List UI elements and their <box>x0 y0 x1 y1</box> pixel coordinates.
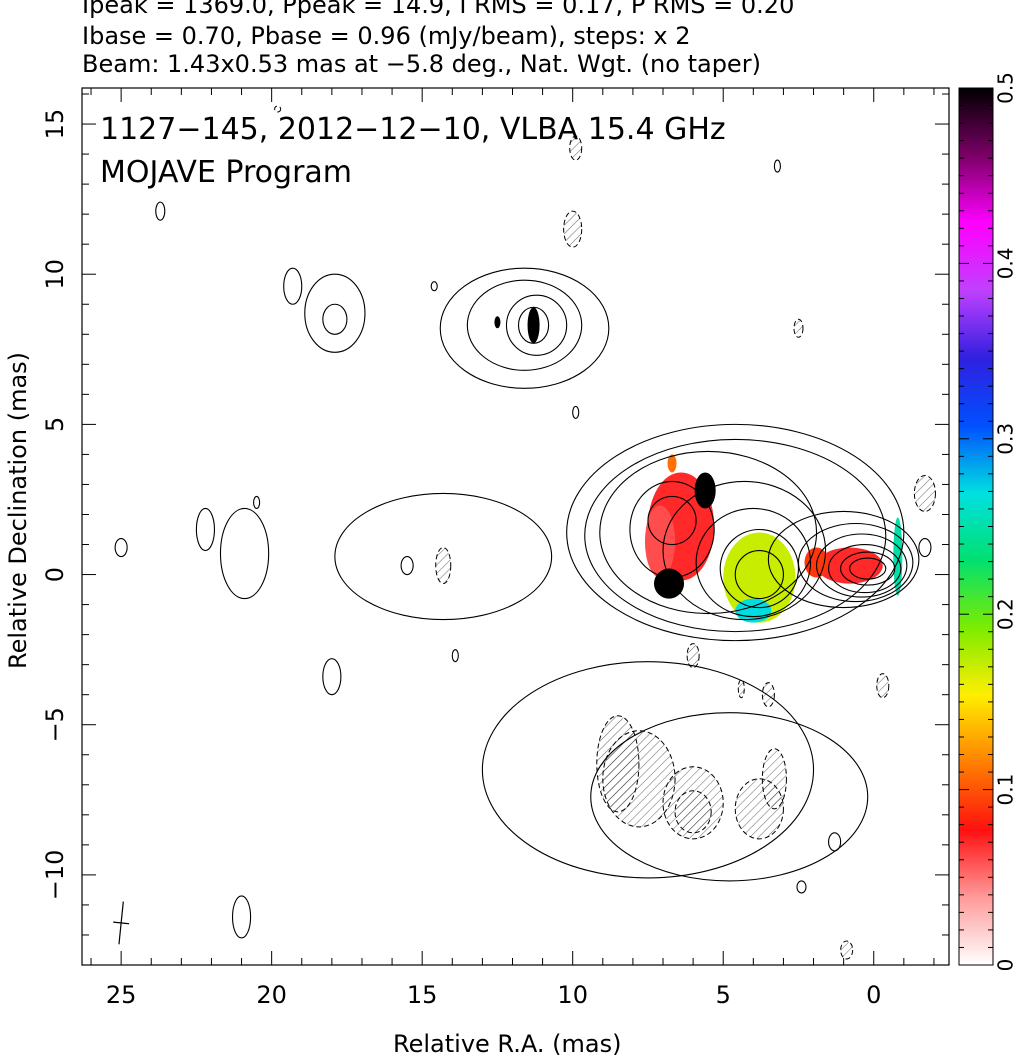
contour-line <box>590 712 869 882</box>
contour-line <box>566 423 905 642</box>
y-tick-label: 15 <box>41 109 69 140</box>
x-axis-label: Relative R.A. (mas) <box>393 1030 622 1058</box>
plot-frame <box>81 87 950 966</box>
negative-contour <box>840 940 854 960</box>
colorbar <box>958 87 994 966</box>
contour-line <box>815 533 908 598</box>
polarization-patch <box>653 568 685 599</box>
y-tick-label: 5 <box>41 417 69 432</box>
y-tick-label: 10 <box>41 259 69 290</box>
negative-contour <box>569 135 583 161</box>
contour-line <box>334 492 553 621</box>
contour-line <box>517 306 550 344</box>
contour-line <box>466 279 583 371</box>
map-subtitle: MOJAVE Program <box>100 155 353 190</box>
contour-line <box>219 507 270 600</box>
polarization-patch <box>667 454 677 473</box>
contour-line <box>481 661 815 879</box>
header-line-3: Beam: 1.43x0.53 mas at −5.8 deg., Nat. W… <box>82 50 761 78</box>
contour-line <box>662 480 827 621</box>
contour-line <box>439 267 610 389</box>
contour-line <box>584 438 887 633</box>
contour-line <box>796 880 807 894</box>
axis-ticks: 25 20 15 10 5 0 15 10 5 0 −5 −10 <box>41 88 949 1009</box>
contour-line <box>828 832 842 852</box>
x-tick-label: 0 <box>866 981 881 1009</box>
x-tick-label: 5 <box>716 981 731 1009</box>
contour-line <box>647 495 697 546</box>
negative-contour <box>761 748 787 810</box>
colorbar-tick-label: 0.5 <box>994 72 1018 104</box>
contour-line <box>734 549 784 600</box>
map-title: 1127−145, 2012−12−10, VLBA 15.4 GHz <box>100 112 726 147</box>
contour-line <box>572 405 580 419</box>
contour-line <box>155 201 166 221</box>
negative-contour <box>686 643 700 669</box>
contour-line <box>695 507 812 618</box>
contour-line <box>253 495 261 510</box>
negative-contour <box>793 318 804 338</box>
beam-cross <box>113 901 130 945</box>
negative-contour <box>876 673 890 699</box>
y-axis-label: Relative Declination (mas) <box>4 351 32 669</box>
polarization-patch <box>527 307 540 344</box>
colorbar-tick-label: 0.4 <box>994 247 1018 279</box>
contour-line <box>849 557 887 580</box>
y-tick-label: 0 <box>41 567 69 582</box>
colorbar-ticks: 0 0.1 0.2 0.3 0.4 0.5 <box>959 72 1018 971</box>
colorbar-tick-label: 0.2 <box>994 598 1018 630</box>
contour-line <box>231 895 252 939</box>
negative-contour <box>435 547 452 585</box>
x-tick-label: 25 <box>106 981 137 1009</box>
beam-marker <box>113 901 130 945</box>
x-tick-label: 10 <box>557 981 588 1009</box>
contour-line <box>322 658 342 696</box>
contour-line <box>195 507 216 552</box>
x-tick-label: 20 <box>256 981 287 1009</box>
polarization-patch <box>893 517 903 596</box>
polarization-patch <box>494 316 501 329</box>
colorbar-tick-label: 0.3 <box>994 423 1018 455</box>
contour-line <box>283 267 303 305</box>
colorbar-tick-label: 0.1 <box>994 774 1018 806</box>
negative-contour <box>563 210 583 248</box>
negative-contour <box>913 474 936 512</box>
header-line-2: Ibase = 0.70, Pbase = 0.96 (mJy/beam), s… <box>82 22 691 50</box>
colorbar-tick-label: 0 <box>994 959 1018 972</box>
negative-contour <box>274 105 282 113</box>
negative-contour <box>596 715 640 813</box>
contour-line <box>505 294 568 356</box>
polarization-patch <box>723 532 796 623</box>
contour-line <box>719 528 800 609</box>
polarization-patch <box>694 472 716 509</box>
contour-line <box>114 537 128 558</box>
contour-line <box>767 510 920 609</box>
contour-line <box>400 555 414 576</box>
x-tick-label: 15 <box>407 981 438 1009</box>
contour-line <box>304 273 366 353</box>
contour-line <box>828 543 902 594</box>
contour-line <box>773 159 781 173</box>
contour-line <box>430 281 438 292</box>
contour-line <box>918 537 932 558</box>
contour-line <box>599 450 818 615</box>
contour-line <box>629 480 715 579</box>
negative-contour <box>674 790 712 834</box>
negative-contour <box>761 682 775 708</box>
contour-line <box>451 649 459 663</box>
contour-layer <box>114 105 936 960</box>
header-line-1: Ipeak = 1369.0, Ppeak = 14.9, I RMS = 0.… <box>82 0 795 19</box>
contour-line <box>322 303 348 335</box>
y-tick-label: −5 <box>41 707 69 742</box>
negative-contour <box>737 679 745 699</box>
y-tick-label: −10 <box>41 850 69 901</box>
